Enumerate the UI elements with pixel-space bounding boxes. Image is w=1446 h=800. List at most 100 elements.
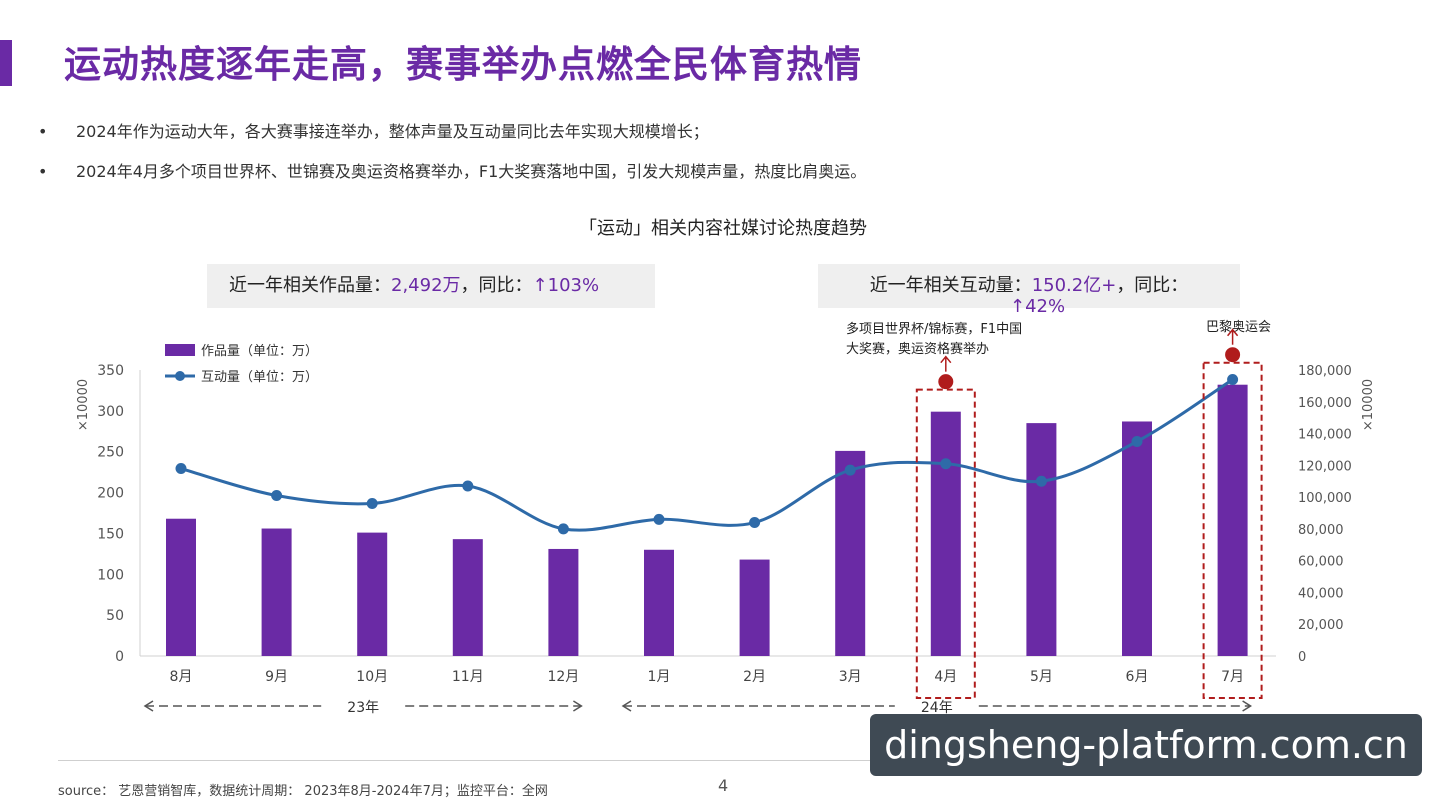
line-point-interactions xyxy=(462,480,474,492)
bar-works xyxy=(548,548,579,656)
y-right-tick-label: 100,000 xyxy=(1298,491,1352,506)
line-point-interactions xyxy=(366,497,378,509)
line-point-interactions xyxy=(749,517,761,529)
bar-works xyxy=(452,539,483,656)
works-stat-suffix: ，同比： xyxy=(460,275,533,296)
bar-works xyxy=(644,549,674,656)
bar-works xyxy=(1217,384,1248,656)
bar-works xyxy=(261,528,292,656)
line-point-interactions xyxy=(1227,374,1239,386)
july-annotation: 巴黎奥运会 xyxy=(1206,320,1272,335)
bullet-list: • 2024年作为运动大年，各大赛事接连举办，整体声量及互动量同比去年实现大规模增… xyxy=(38,118,866,198)
line-point-interactions xyxy=(175,463,187,475)
year-range-arrow-right xyxy=(1242,700,1253,712)
x-tick-label: 3月 xyxy=(839,669,862,685)
highlight-box xyxy=(1202,361,1263,699)
bar-works xyxy=(166,518,196,656)
year-range-arrow-left xyxy=(143,700,154,712)
year-range-arrow-right xyxy=(573,700,583,712)
bullet-item: • 2024年4月多个项目世界杯、世锦赛及奥运资格赛举办，F1大奖赛落地中国，引发… xyxy=(38,158,866,198)
legend-label-interactions: 互动量（单位：万） xyxy=(201,370,318,385)
page-number: 4 xyxy=(718,776,729,795)
interaction-stat-change: ↑42% xyxy=(1010,296,1066,317)
bar-works xyxy=(357,532,388,656)
bar-works xyxy=(1122,421,1152,656)
title-accent-bar xyxy=(0,40,12,86)
bar-works xyxy=(1026,423,1057,656)
bar-works xyxy=(739,559,770,656)
x-tick-label: 2月 xyxy=(743,669,766,685)
x-tick-label: 10月 xyxy=(356,669,388,685)
line-point-interactions xyxy=(557,523,569,535)
line-point-interactions xyxy=(1035,475,1047,487)
april-annotation-line: 大奖赛，奥运资格赛举办 xyxy=(846,342,990,357)
line-point-interactions xyxy=(940,458,952,470)
y-right-tick-label: 20,000 xyxy=(1298,618,1344,633)
y-left-tick-label: 100 xyxy=(97,567,124,583)
y-left-tick-label: 350 xyxy=(97,363,124,379)
x-tick-label: 4月 xyxy=(934,669,957,685)
bullet-item: • 2024年作为运动大年，各大赛事接连举办，整体声量及互动量同比去年实现大规模增… xyxy=(38,118,866,158)
x-tick-label: 12月 xyxy=(547,669,579,685)
legend-marker-interactions xyxy=(175,371,185,381)
source-note: source： 艺恩营销智库，数据统计周期： 2023年8月-2024年7月；监… xyxy=(58,784,548,799)
highlight-arrow-head xyxy=(940,355,952,364)
x-tick-label: 5月 xyxy=(1030,669,1053,685)
y-right-axis-label: ×10000 xyxy=(1361,379,1376,431)
y-left-tick-label: 300 xyxy=(97,404,124,420)
works-stat-change: ↑103% xyxy=(532,275,600,296)
x-tick-label: 8月 xyxy=(170,669,193,685)
bar-works xyxy=(930,411,961,656)
bullet-text: 2024年作为运动大年，各大赛事接连举办，整体声量及互动量同比去年实现大规模增长… xyxy=(76,122,709,141)
highlight-marker xyxy=(938,374,954,390)
x-tick-label: 6月 xyxy=(1126,669,1149,685)
works-stat-value: 2,492万 xyxy=(391,275,461,296)
footer-divider xyxy=(58,760,1358,761)
line-interactions xyxy=(180,378,1234,532)
page-title: 运动热度逐年走高，赛事举办点燃全民体育热情 xyxy=(64,43,862,86)
bullet-dot: • xyxy=(38,122,48,141)
y-right-tick-label: 120,000 xyxy=(1298,459,1352,474)
april-annotation: 多项目世界杯/锦标赛，F1中国 大奖赛，奥运资格赛举办 xyxy=(846,320,1022,360)
highlight-marker xyxy=(1225,347,1241,363)
bullet-dot: • xyxy=(38,162,48,181)
y-left-tick-label: 0 xyxy=(115,649,124,665)
y-right-tick-label: 160,000 xyxy=(1298,396,1352,411)
y-right-tick-label: 0 xyxy=(1298,650,1306,665)
line-point-interactions xyxy=(844,464,856,476)
watermark-banner: dingsheng-platform.com.cn xyxy=(870,714,1422,776)
works-stat-label: 近一年相关作品量： xyxy=(229,275,391,296)
interaction-stat-suffix: ，同比： xyxy=(1116,275,1189,296)
y-left-tick-label: 150 xyxy=(97,526,124,542)
line-point-interactions xyxy=(271,490,283,502)
highlight-box xyxy=(915,388,976,699)
x-tick-label: 11月 xyxy=(452,669,484,685)
works-stat-box: 近一年相关作品量：2,492万，同比：↑103% xyxy=(207,264,655,308)
y-left-tick-label: 250 xyxy=(97,445,124,461)
x-tick-label: 9月 xyxy=(265,669,288,685)
year-group-label: 23年 xyxy=(347,700,379,716)
highlight-arrow-head xyxy=(1227,328,1239,337)
interaction-stat-box: 近一年相关互动量：150.2亿+，同比： xyxy=(818,264,1240,308)
y-right-tick-label: 60,000 xyxy=(1298,555,1344,570)
y-right-tick-label: 140,000 xyxy=(1298,428,1352,443)
y-right-tick-label: 40,000 xyxy=(1298,586,1344,601)
interaction-stat-label: 近一年相关互动量： xyxy=(869,275,1032,296)
bullet-text: 2024年4月多个项目世界杯、世锦赛及奥运资格赛举办，F1大奖赛落地中国，引发大… xyxy=(76,162,867,181)
interaction-stat-value: 150.2亿+ xyxy=(1031,275,1117,296)
april-annotation-line: 多项目世界杯/锦标赛，F1中国 xyxy=(846,322,1023,337)
line-point-interactions xyxy=(1131,436,1143,447)
chart-title: 「运动」相关内容社媒讨论热度趋势 xyxy=(579,218,867,239)
year-group-label: 24年 xyxy=(921,700,953,716)
line-point-interactions xyxy=(653,513,665,525)
legend-label-works: 作品量（单位：万） xyxy=(201,344,318,359)
year-range-arrow-left xyxy=(621,700,632,712)
y-left-tick-label: 200 xyxy=(97,486,124,502)
x-tick-label: 7月 xyxy=(1221,669,1244,685)
x-tick-label: 1月 xyxy=(648,669,671,685)
y-right-tick-label: 180,000 xyxy=(1298,364,1352,379)
bar-works xyxy=(835,450,866,656)
y-right-tick-label: 80,000 xyxy=(1298,523,1344,538)
y-left-axis-label: ×10000 xyxy=(76,379,91,431)
